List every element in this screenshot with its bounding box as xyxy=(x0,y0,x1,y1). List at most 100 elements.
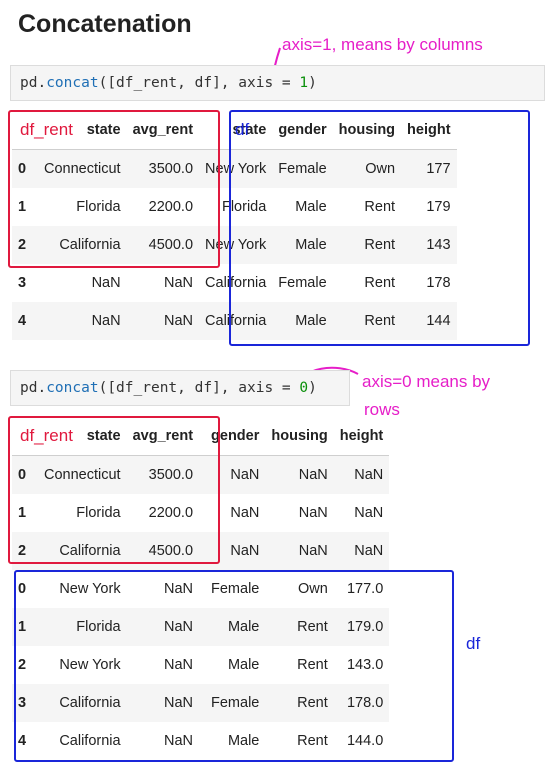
table-cell: NaN xyxy=(91,312,121,329)
table-cell: NaN xyxy=(298,542,328,559)
df-box-2 xyxy=(14,570,454,762)
df-rent-box-2 xyxy=(8,416,220,564)
table-cell: NaN xyxy=(230,504,260,521)
table-row: 3 California NaN Female Rent 178.0 xyxy=(12,683,390,722)
table-cell: 143 xyxy=(426,236,451,253)
column-header: state xyxy=(199,111,273,150)
table-cell: 3500.0 xyxy=(148,466,194,483)
table-cell: 143.0 xyxy=(346,656,384,673)
df-label-1: df xyxy=(235,120,250,139)
table-cell: 177 xyxy=(426,160,451,177)
table-cell: Florida xyxy=(76,504,121,521)
table-cell: Rent xyxy=(364,198,396,215)
table-cell: Rent xyxy=(297,656,328,673)
table-cell: NaN xyxy=(298,466,328,483)
table-row: 0 Connecticut 3500.0 NaN NaN NaN xyxy=(12,455,390,494)
table-cell: Own xyxy=(365,160,396,177)
table-cell: Female xyxy=(278,274,327,291)
table-cell: Rent xyxy=(364,312,396,329)
table-cell: NaN xyxy=(230,542,260,559)
table-cell: New York xyxy=(205,236,267,253)
df-rent-label-2: df_rent xyxy=(20,426,73,445)
table-cell: California xyxy=(59,694,121,711)
column-header: housing xyxy=(265,417,334,456)
table-cell: 178 xyxy=(426,274,451,291)
table-cell: Own xyxy=(297,580,328,597)
row-index: 2 xyxy=(18,236,27,253)
table-cell: California xyxy=(205,312,267,329)
table-row: 0 Connecticut 3500.0 New York Female Own 177 xyxy=(12,149,457,188)
table-cell: Rent xyxy=(364,236,396,253)
code-cell-2[interactable]: pd.concat([df_rent, df], axis = 0) xyxy=(10,370,350,406)
table-row: 1 Florida 2200.0 NaN NaN NaN xyxy=(12,494,389,532)
code-prefix: pd. xyxy=(20,75,47,91)
code-function: concat xyxy=(46,75,99,91)
code-suffix: ) xyxy=(308,380,317,396)
code-cell-1[interactable]: pd.concat([df_rent, df], axis = 1) xyxy=(10,65,545,101)
table-cell: Rent xyxy=(364,274,396,291)
code-suffix: ) xyxy=(308,75,317,91)
table-row: 4 California NaN Male Rent 144.0 xyxy=(12,722,389,760)
df-box-1 xyxy=(229,110,530,346)
row-index: 0 xyxy=(18,580,27,597)
row-index: 0 xyxy=(18,160,27,177)
index-header xyxy=(12,417,38,456)
row-index: 0 xyxy=(18,466,27,483)
table-cell: 179 xyxy=(426,198,451,215)
column-header: gender xyxy=(199,417,266,456)
table-cell: NaN xyxy=(298,504,328,521)
table-cell: 179.0 xyxy=(346,618,384,635)
table-cell: Rent xyxy=(297,618,328,635)
table-cell: Male xyxy=(227,618,260,635)
column-header: state xyxy=(38,417,127,456)
column-header: gender xyxy=(272,111,333,150)
table-cell: Florida xyxy=(76,198,121,215)
df-rent-box-1 xyxy=(8,110,220,268)
table-cell: NaN xyxy=(164,656,194,673)
table-cell: California xyxy=(59,542,121,559)
table-cell: 144.0 xyxy=(346,732,384,749)
table-cell: New York xyxy=(59,656,121,673)
output-table-axis1: state avg_rent state gender housing heig… xyxy=(12,111,457,340)
table-row: 1 Florida 2200.0 Florida Male Rent 179 xyxy=(12,188,457,226)
table-cell: California xyxy=(59,732,121,749)
row-index: 2 xyxy=(18,542,27,559)
table-row: 3 NaN NaN California Female Rent 178 xyxy=(12,264,457,302)
table-row: 2 New York NaN Male Rent 143.0 xyxy=(12,646,389,684)
table-cell: 2200.0 xyxy=(148,198,194,215)
page-title: Concatenation xyxy=(18,10,192,38)
index-header xyxy=(12,111,38,150)
table-cell: 144 xyxy=(426,312,451,329)
table-cell: NaN xyxy=(164,618,194,635)
table-cell: California xyxy=(205,274,267,291)
table-row: 0 New York NaN Female Own 177.0 xyxy=(12,570,389,608)
code-args: ([df_rent, df], axis = xyxy=(98,75,300,91)
table-cell: Male xyxy=(295,236,327,253)
table-row: 4 NaN NaN California Male Rent 144 xyxy=(12,301,457,340)
table-cell: Female xyxy=(278,160,327,177)
column-header: housing xyxy=(332,111,402,150)
table-cell: NaN xyxy=(230,466,260,483)
table-cell: Female xyxy=(211,694,260,711)
row-index: 1 xyxy=(18,198,27,215)
code-axis-value: 0 xyxy=(299,380,309,396)
code-prefix: pd. xyxy=(20,380,47,396)
annotation-axis1: axis=1, means by columns xyxy=(282,35,483,54)
table-cell: Female xyxy=(211,580,260,597)
annotation-axis0-line2: rows xyxy=(364,400,400,419)
table-cell: NaN xyxy=(164,312,194,329)
table-cell: 2200.0 xyxy=(148,504,194,521)
table-cell: 177.0 xyxy=(346,580,384,597)
df-label-2: df xyxy=(466,634,481,653)
table-cell: NaN xyxy=(91,274,121,291)
row-index: 1 xyxy=(18,504,27,521)
table-cell: 3500.0 xyxy=(148,160,194,177)
row-index: 3 xyxy=(18,694,27,711)
annotation-axis0-line1: axis=0 means by xyxy=(362,372,491,391)
table-cell: NaN xyxy=(164,274,194,291)
table-cell: NaN xyxy=(164,732,194,749)
df-rent-label-1: df_rent xyxy=(20,120,73,139)
table-cell: Male xyxy=(295,312,327,329)
table-cell: Rent xyxy=(297,732,328,749)
column-header: avg_rent xyxy=(126,111,200,150)
